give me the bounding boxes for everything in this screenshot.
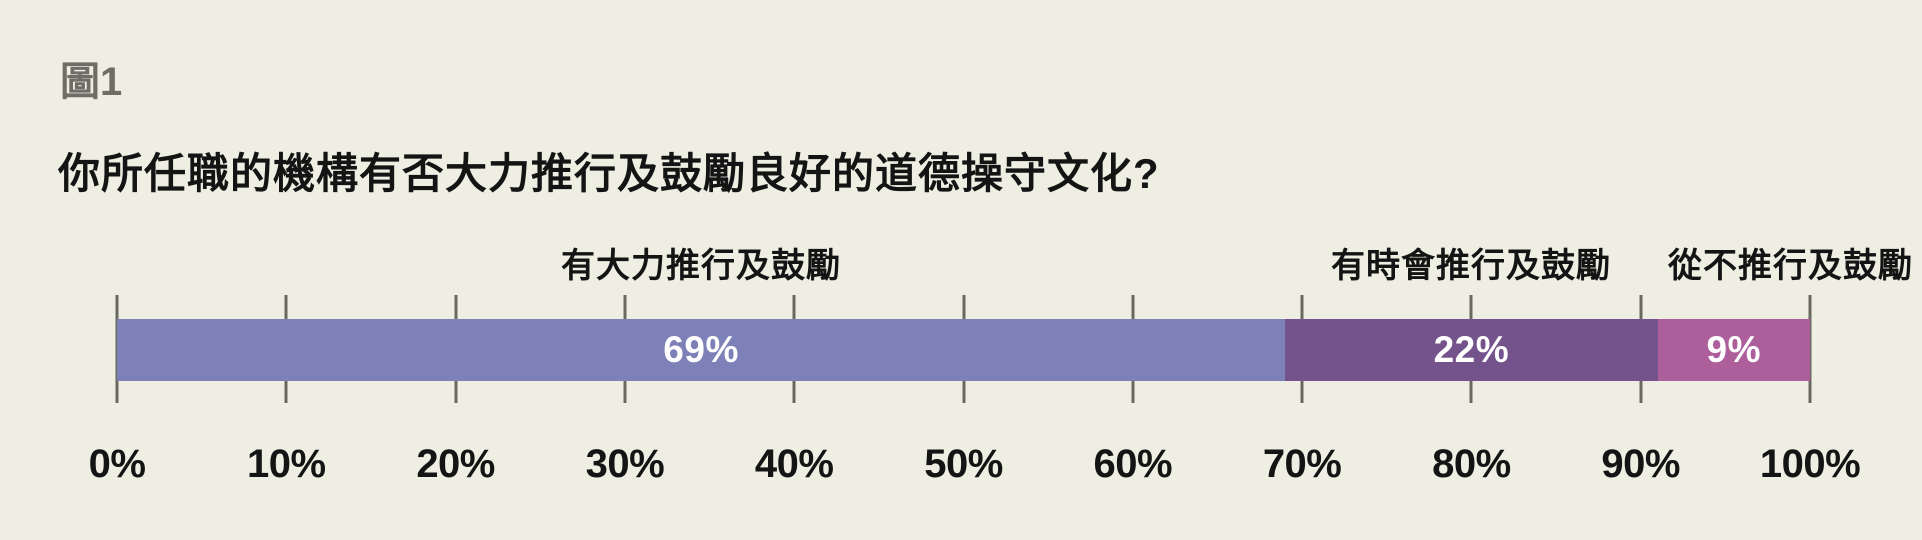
bar-segment-value: 9% [1706, 329, 1762, 370]
axis-tick-label: 30% [585, 442, 665, 486]
bar-segment-value: 22% [1433, 329, 1510, 370]
bar-segment-1: 22% [1285, 319, 1658, 381]
axis-tick-label: 60% [1093, 442, 1173, 486]
segment-label-sometimes-promoted: 有時會推行及鼓勵 [1331, 247, 1611, 285]
axis-tick-label: 40% [754, 442, 834, 486]
tick-mark [1808, 295, 1812, 403]
bar-segment-2: 9% [1657, 319, 1810, 381]
axis-tick-label: 0% [88, 442, 146, 486]
bar-segment-0: 69% [117, 319, 1286, 381]
axis-tick-label: 100% [1759, 442, 1861, 486]
plot-area: 有大力推行及鼓勵 有時會推行及鼓勵 從不推行及鼓勵 69% 22% 9% 0% 10%… [89, 0, 1912, 540]
stacked-bar: 69% 22% 9% [117, 319, 1810, 381]
axis-tick-label: 20% [416, 442, 495, 486]
axis-tick-label: 50% [924, 442, 1003, 486]
figure-number: 圖1 [60, 60, 123, 104]
segment-label-strongly-promoted: 有大力推行及鼓勵 [561, 247, 841, 285]
segment-label-never-promoted: 從不推行及鼓勵 [1668, 247, 1913, 285]
axis-tick-label: 10% [247, 442, 326, 486]
axis-tick-label: 90% [1601, 442, 1680, 486]
axis-tick-label: 70% [1262, 442, 1342, 486]
bar-segment-value: 69% [663, 329, 739, 370]
chart-title-question: 你所任職的機構有否大力推行及鼓勵良好的道德操守文化? [58, 150, 1160, 197]
axis-tick-label: 80% [1432, 442, 1511, 486]
